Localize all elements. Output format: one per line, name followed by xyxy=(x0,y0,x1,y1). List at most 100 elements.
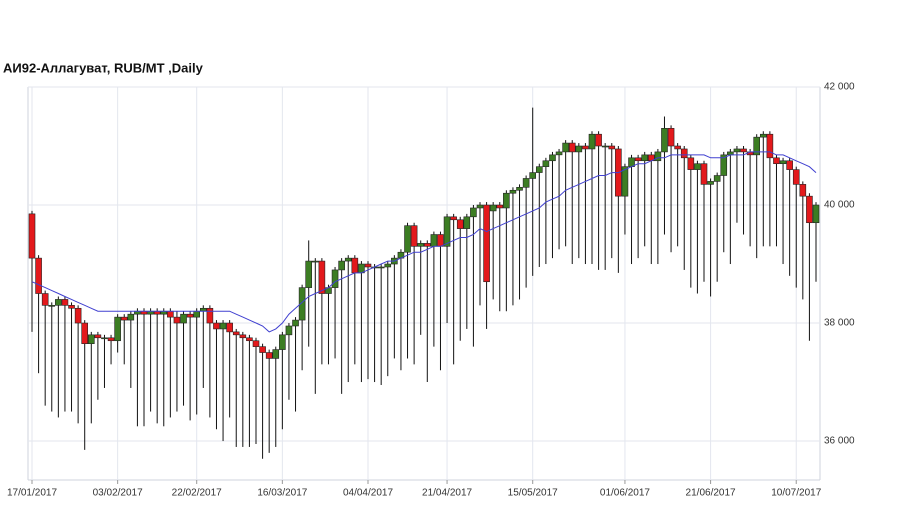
candle-body xyxy=(483,204,490,283)
candle-body xyxy=(430,234,438,247)
candle-body xyxy=(799,184,807,197)
y-tick-label: 38 000 xyxy=(824,318,855,329)
candle-body xyxy=(753,136,761,156)
candle-body xyxy=(87,334,95,344)
candle-body xyxy=(595,133,602,147)
candle-body xyxy=(489,204,497,212)
candle-body xyxy=(806,195,813,224)
candle-body xyxy=(496,204,504,209)
candle-body xyxy=(773,157,780,165)
x-tick-label: 03/02/2017 xyxy=(93,488,143,499)
candle-body xyxy=(463,216,471,229)
candle-body xyxy=(35,257,42,294)
candle-body xyxy=(443,216,451,247)
candle-body xyxy=(582,145,589,150)
x-tick-label: 22/02/2017 xyxy=(172,488,222,499)
candle-body xyxy=(621,166,629,197)
candle-body xyxy=(555,151,563,156)
candle-body xyxy=(285,325,293,336)
candle-body xyxy=(654,151,662,162)
candle-body xyxy=(107,337,115,342)
candle-body xyxy=(634,157,642,162)
x-tick-label: 01/06/2017 xyxy=(600,488,650,499)
candle-body xyxy=(213,322,220,330)
candle-body xyxy=(364,263,372,268)
y-tick-label: 36 000 xyxy=(824,436,855,447)
y-tick-label: 42 000 xyxy=(824,82,855,93)
candle-body xyxy=(410,225,418,247)
chart-title: АИ92-Аллагуват, RUB/MT ,Daily xyxy=(3,60,204,75)
candle-body xyxy=(68,305,75,309)
candle-body xyxy=(265,352,273,359)
candle-body xyxy=(759,133,767,138)
candle-body xyxy=(733,148,741,153)
candle-body xyxy=(575,145,583,153)
candle-body xyxy=(423,243,431,247)
candle-body xyxy=(588,133,596,150)
candle-body xyxy=(55,299,62,306)
candle-body xyxy=(180,313,187,324)
candle-body xyxy=(28,213,36,259)
x-tick-label: 04/04/2017 xyxy=(343,488,393,499)
candle-body xyxy=(331,269,339,288)
candle-body xyxy=(720,154,728,176)
candle-body xyxy=(687,157,695,170)
candle-body xyxy=(114,316,121,342)
candle-body xyxy=(127,313,135,321)
candle-body xyxy=(48,305,56,307)
candle-body xyxy=(101,337,108,340)
candle-body xyxy=(252,340,260,347)
candle-body xyxy=(694,163,701,170)
candle-body xyxy=(535,166,543,173)
candle-body xyxy=(279,334,286,350)
candle-body xyxy=(509,189,517,194)
candle-body xyxy=(786,160,793,170)
candle-body xyxy=(377,266,385,269)
candle-body xyxy=(529,172,537,179)
candle-body xyxy=(661,128,668,153)
candle-body xyxy=(542,160,550,167)
candle-body xyxy=(344,257,352,262)
candle-body xyxy=(476,204,484,209)
candle-body xyxy=(167,310,174,318)
x-tick-label: 10/07/2017 xyxy=(771,488,821,499)
candle-body xyxy=(318,260,326,294)
x-tick-label: 21/06/2017 xyxy=(686,488,736,499)
candle-body xyxy=(641,154,649,162)
candle-body xyxy=(700,163,708,185)
candle-body xyxy=(562,142,569,153)
candle-body xyxy=(404,225,411,253)
candle-body xyxy=(232,331,240,336)
candle-body xyxy=(680,148,688,159)
candle-body xyxy=(522,178,530,188)
candle-body xyxy=(779,160,787,165)
candle-body xyxy=(713,175,721,182)
candle-body xyxy=(740,148,747,153)
candle-body xyxy=(608,145,616,150)
candle-body xyxy=(417,243,425,247)
candle-body xyxy=(311,260,319,263)
candle-body xyxy=(450,216,457,221)
candle-body xyxy=(667,128,675,147)
candle-body xyxy=(305,260,313,288)
candle-body xyxy=(246,337,253,342)
candle-body xyxy=(186,313,194,318)
candle-body xyxy=(503,192,510,209)
candle-body xyxy=(226,322,233,333)
y-tick-label: 40 000 xyxy=(824,200,855,211)
candle-body xyxy=(173,316,181,324)
candle-body xyxy=(94,334,102,339)
candle-body xyxy=(206,307,214,324)
candle-body xyxy=(81,322,89,344)
candle-body xyxy=(259,346,266,353)
moving-average xyxy=(31,151,817,333)
candle-body xyxy=(338,260,345,271)
candle-body xyxy=(193,310,201,318)
candle-body xyxy=(674,145,681,150)
candle-body xyxy=(456,219,464,229)
candle-body xyxy=(384,263,392,268)
candle-body xyxy=(437,234,444,247)
candle-body xyxy=(351,257,359,274)
candle-body xyxy=(766,133,774,159)
